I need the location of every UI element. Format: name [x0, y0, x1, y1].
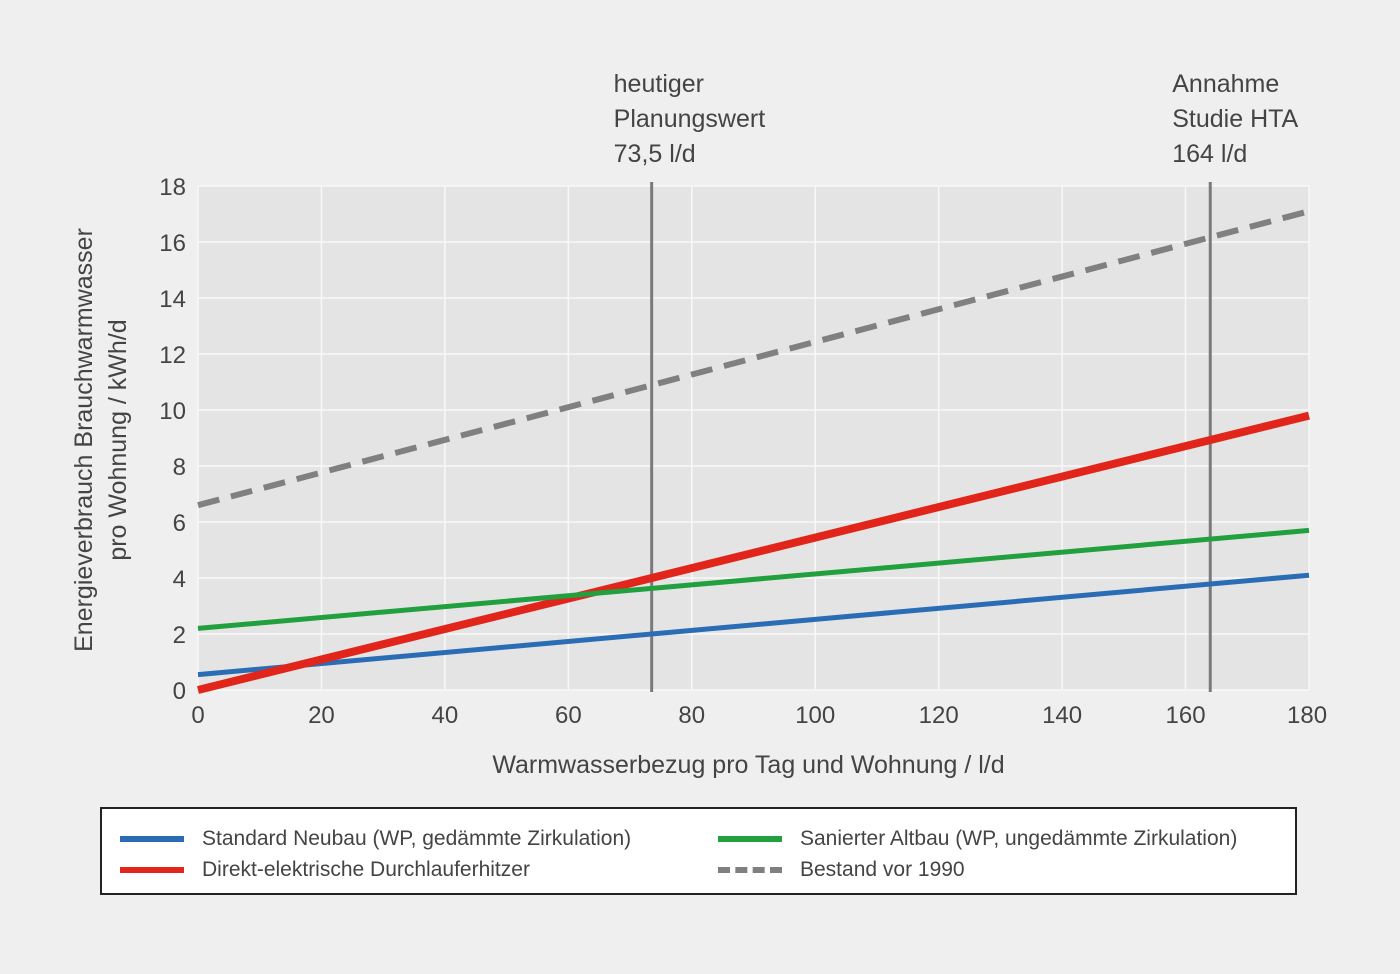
y-axis-label-line-1: Energieverbrauch Brauchwarmwasser	[70, 228, 98, 652]
x-tick-labels: 0 20 40 60 80 100 120 140 160 180	[191, 702, 1327, 729]
x-tick-label: 180	[1287, 702, 1327, 729]
legend-swatch	[718, 867, 782, 873]
series-lines	[197, 208, 1310, 694]
legend-swatch	[120, 867, 184, 873]
reference-line-label: 164 l/d	[1172, 140, 1247, 168]
reference-line-label: 73,5 l/d	[614, 140, 696, 168]
y-tick-labels: 0 2 4 6 8 10 12 14 16 18	[159, 174, 186, 705]
legend-item-durchlauferhitzer: Direkt-elektrische Durchlauferhitzer	[120, 857, 530, 883]
x-tick-label: 60	[555, 702, 582, 729]
x-tick-label: 80	[678, 702, 705, 729]
y-tick-label: 14	[159, 286, 186, 313]
reference-line-label: Planungswert	[614, 105, 766, 133]
legend-item-sanierter-altbau: Sanierter Altbau (WP, ungedämmte Zirkula…	[718, 826, 1237, 852]
y-tick-label: 16	[159, 230, 186, 257]
y-tick-label: 6	[173, 510, 186, 537]
legend-label: Direkt-elektrische Durchlauferhitzer	[202, 858, 530, 881]
x-tick-label: 40	[432, 702, 459, 729]
y-axis-label-line-2: pro Wohnung / kWh/d	[104, 319, 132, 560]
plot-area	[198, 186, 1309, 690]
y-tick-label: 2	[173, 622, 186, 649]
x-axis-label: Warmwasserbezug pro Tag und Wohnung / l/…	[492, 751, 1004, 779]
legend-label: Standard Neubau (WP, gedämmte Zirkulatio…	[202, 827, 632, 850]
legend-label: Sanierter Altbau (WP, ungedämmte Zirkula…	[800, 827, 1238, 850]
x-tick-label: 160	[1166, 702, 1206, 729]
x-tick-label: 120	[919, 702, 959, 729]
legend-swatch	[718, 836, 782, 842]
legend-item-bestand-vor-1990: Bestand vor 1990	[718, 857, 965, 883]
y-tick-label: 0	[173, 678, 186, 705]
x-tick-label: 140	[1042, 702, 1082, 729]
y-tick-label: 18	[159, 174, 186, 201]
series-line	[197, 208, 1310, 509]
reference-line-label: Studie HTA	[1172, 105, 1298, 133]
reference-lines: heutiger Planungswert 73,5 l/d Annahme Studi…	[614, 70, 1299, 692]
x-tick-label: 0	[191, 702, 204, 729]
legend: Standard Neubau (WP, gedämmte Zirkulatio…	[100, 807, 1297, 895]
series-line	[197, 411, 1310, 694]
y-tick-label: 12	[159, 342, 186, 369]
x-tick-label: 20	[308, 702, 335, 729]
x-tick-label: 100	[795, 702, 835, 729]
series-line	[197, 527, 1310, 631]
y-tick-label: 4	[173, 566, 186, 593]
y-tick-label: 8	[173, 454, 186, 481]
grid-lines	[197, 185, 1310, 691]
reference-line-label: heutiger	[614, 70, 704, 98]
y-tick-label: 10	[159, 398, 186, 425]
legend-label: Bestand vor 1990	[800, 858, 965, 881]
legend-item-standard-neubau: Standard Neubau (WP, gedämmte Zirkulatio…	[120, 826, 631, 852]
reference-line-label: Annahme	[1172, 70, 1279, 98]
legend-swatch	[120, 836, 184, 842]
series-line	[197, 572, 1310, 678]
